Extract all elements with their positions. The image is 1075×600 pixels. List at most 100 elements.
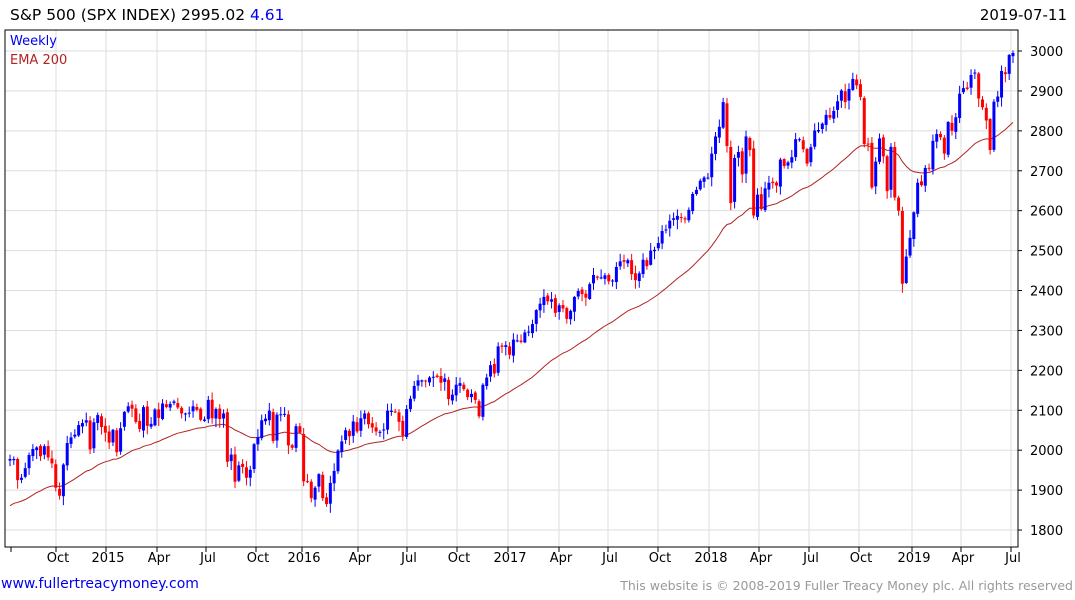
candle-body [595,276,599,278]
candle-body [538,303,542,311]
candle [748,136,752,157]
candle [12,456,16,465]
candle-body [794,139,798,158]
candle [584,290,588,306]
candle [428,376,432,386]
candle-body [298,426,302,433]
candle [786,160,790,170]
footer-website-link[interactable]: www.fullertreacymoney.com [1,576,199,592]
candle [80,419,84,434]
candle-body [431,376,435,378]
candle-body [119,428,123,452]
candle [858,79,862,101]
candle [61,463,65,506]
candle [462,382,466,391]
candle [50,450,54,469]
candle [576,288,580,300]
candle [622,254,626,269]
candle-body [218,408,222,420]
candle-body [550,299,554,302]
candle-body [489,365,493,377]
candle [729,140,733,211]
candle-body [290,445,294,448]
candle [443,373,447,391]
x-axis: Oct 2015 Apr Jul Oct 2016 Apr Jul Oct 2017 Apr Jul O… [10,547,1021,566]
candle-body [340,441,344,452]
candle-body [801,140,805,150]
candle-body [187,412,191,414]
candle [870,137,874,190]
candle-body [8,458,12,461]
x-tick-label: 2017 [493,551,526,566]
candle-body [477,401,481,417]
candle-body [115,430,119,453]
candle-body [588,284,592,300]
candle-body [855,79,859,86]
candle-body [843,91,847,103]
candle-body [256,437,260,445]
candle [286,410,290,455]
candle [225,408,229,467]
candle-body [61,464,65,497]
candle-body [164,404,168,408]
candle-body [580,289,584,295]
y-tick-label: 2400 [1030,285,1063,300]
candle-body [527,331,531,333]
candle-body [16,458,20,481]
candle [466,388,470,401]
candle [675,209,679,230]
candle-body [805,148,809,164]
footer-copyright: This website is © 2008-2019 Fuller Treac… [620,578,1073,593]
candle-body [813,130,817,147]
candle-body [515,340,519,342]
candle [328,475,332,513]
candle-body [107,431,111,443]
candle [290,443,294,451]
candle-body [313,487,317,500]
candle-body [31,449,35,457]
candle [439,368,443,391]
candle-body [77,425,81,436]
candle-body [145,406,149,426]
candle-body [965,87,969,89]
candle [702,176,706,188]
candle-body [984,107,988,121]
candle-body [839,90,843,101]
candle-body [462,384,466,390]
candle [855,74,859,90]
candle [706,173,710,180]
candle-body [244,467,248,478]
candle [298,423,302,434]
candle [340,435,344,458]
candle [607,273,611,285]
candle-body [775,182,779,186]
candle-body [111,429,115,443]
candle-body [69,437,73,444]
candle-body [199,408,203,420]
candle [527,325,531,337]
candle [721,97,725,130]
candle [664,224,668,234]
candle [900,206,904,293]
candle [450,389,454,405]
candle [862,96,866,148]
candle-body [591,274,595,284]
candle [244,461,248,486]
candle [473,391,477,404]
candle-body [622,260,626,262]
candle [1000,65,1004,107]
candle-body [35,447,39,451]
candle-body [370,423,374,428]
candle [332,463,336,492]
candle-body [103,425,107,433]
x-tick-label: Apr [349,551,372,566]
candle-body [393,411,397,413]
candle [611,279,615,287]
x-tick-label: Oct [448,551,470,566]
candle [458,377,462,393]
candle-body [351,421,355,436]
candle [797,137,801,142]
candle-body [408,398,412,410]
candle-body [736,151,740,158]
candle-body [344,430,348,440]
